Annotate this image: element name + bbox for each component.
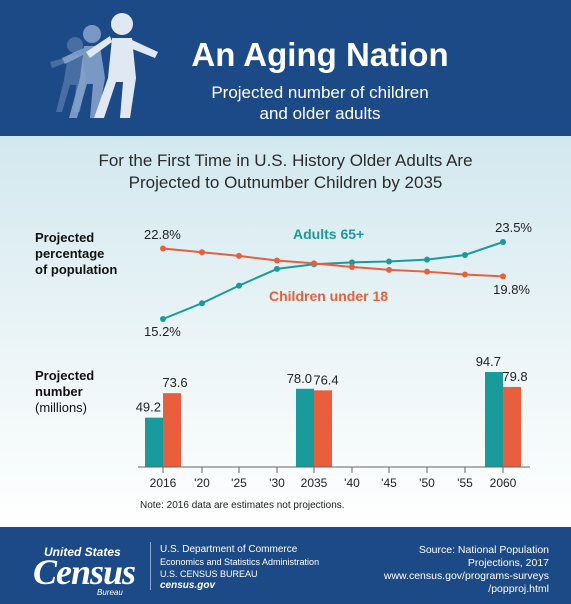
- bar: [296, 388, 314, 467]
- bar: [163, 393, 181, 467]
- x-tick-label: '40: [344, 476, 360, 490]
- x-tick-label: 2060: [490, 476, 517, 490]
- bar: [314, 390, 332, 467]
- bar-value-label: 76.4: [313, 372, 338, 387]
- percent-label-line: percentage: [35, 246, 105, 261]
- source-link[interactable]: /popproj.html: [488, 583, 549, 595]
- percent-label-line: Projected: [35, 230, 95, 245]
- number-axis-label: Projected number (millions): [35, 368, 94, 416]
- data-point: [349, 259, 355, 266]
- census-logo-top: United States: [44, 545, 121, 559]
- x-tick-label: 2035: [301, 476, 328, 490]
- chart-background: [0, 136, 571, 527]
- point-label: 22.8%: [144, 227, 181, 242]
- x-tick-label: '55: [457, 476, 473, 490]
- data-point: [274, 265, 280, 272]
- number-label-line: Projected: [35, 368, 95, 383]
- data-point: [462, 251, 468, 258]
- x-tick-label: 2016: [150, 476, 177, 490]
- x-tick-label: '20: [194, 476, 210, 490]
- source-line: Source: National Population: [418, 544, 549, 556]
- point-label: 19.8%: [493, 282, 530, 297]
- agency-website-link[interactable]: census.gov: [160, 580, 216, 591]
- bar: [145, 417, 163, 467]
- data-point: [236, 282, 242, 289]
- footer-banner: United States Census Bureau U.S. Departm…: [0, 527, 571, 604]
- subtitle-line: and older adults: [259, 104, 381, 123]
- percent-label-line: of population: [35, 262, 118, 277]
- subtitle-line: Projected number of children: [211, 83, 429, 102]
- series-label: Adults 65+: [293, 226, 364, 242]
- data-point: [199, 249, 205, 256]
- data-point: [500, 273, 506, 280]
- x-tick-label: '30: [269, 476, 285, 490]
- page-subtitle: Projected number of children and older a…: [150, 82, 490, 124]
- bar-value-label: 94.7: [476, 354, 501, 369]
- census-logo: Census: [33, 552, 136, 592]
- data-point: [424, 256, 430, 263]
- x-tick-label: '50: [419, 476, 435, 490]
- x-tick-label: '25: [231, 476, 247, 490]
- data-point: [199, 300, 205, 307]
- headline-line: For the First Time in U.S. History Older…: [98, 151, 473, 170]
- number-label-unit: (millions): [35, 400, 87, 415]
- agency-line: U.S. CENSUS BUREAU: [160, 569, 258, 579]
- data-point: [274, 257, 280, 264]
- data-point: [311, 260, 317, 267]
- people-silhouette-icon: [50, 13, 158, 118]
- agency-line: Economics and Statistics Administration: [160, 557, 320, 567]
- data-point: [386, 266, 392, 273]
- data-point: [500, 239, 506, 245]
- bar-value-label: 79.8: [502, 369, 527, 384]
- x-tick-label: '45: [381, 476, 397, 490]
- bar: [485, 372, 503, 467]
- point-label: 23.5%: [495, 220, 532, 235]
- bar: [503, 386, 521, 467]
- data-point: [424, 268, 430, 275]
- data-point: [462, 271, 468, 278]
- chart-headline: For the First Time in U.S. History Older…: [20, 150, 551, 194]
- source-link[interactable]: www.census.gov/programs-surveys: [383, 570, 549, 582]
- source-line: Projections, 2017: [467, 557, 549, 569]
- percent-axis-label: Projected percentage of population: [35, 230, 117, 278]
- chart-note: Note: 2016 data are estimates not projec…: [140, 500, 345, 511]
- source-block: Source: National Population Projections,…: [384, 544, 549, 596]
- data-point: [160, 245, 166, 252]
- header-banner: An Aging Nation Projected number of chil…: [0, 0, 571, 136]
- footer-divider: [150, 542, 151, 590]
- data-point: [349, 264, 355, 271]
- data-point: [236, 252, 242, 259]
- series-line: [162, 241, 504, 320]
- data-point: [160, 316, 166, 322]
- data-point: [386, 258, 392, 265]
- bar-value-label: 73.6: [162, 375, 187, 390]
- point-label: 15.2%: [144, 324, 181, 339]
- census-logo-bureau: Bureau: [97, 588, 123, 597]
- page-title: An Aging Nation: [191, 36, 449, 73]
- number-label-line: number: [35, 384, 83, 399]
- series-line: [162, 247, 504, 278]
- series-label: Children under 18: [269, 288, 388, 304]
- agency-line: U.S. Department of Commerce: [160, 544, 298, 555]
- bar-value-label: 78.0: [287, 371, 312, 386]
- bar-value-label: 49.2: [136, 400, 161, 415]
- headline-line: Projected to Outnumber Children by 2035: [128, 173, 443, 192]
- agency-block: U.S. Department of Commerce Economics an…: [160, 544, 319, 592]
